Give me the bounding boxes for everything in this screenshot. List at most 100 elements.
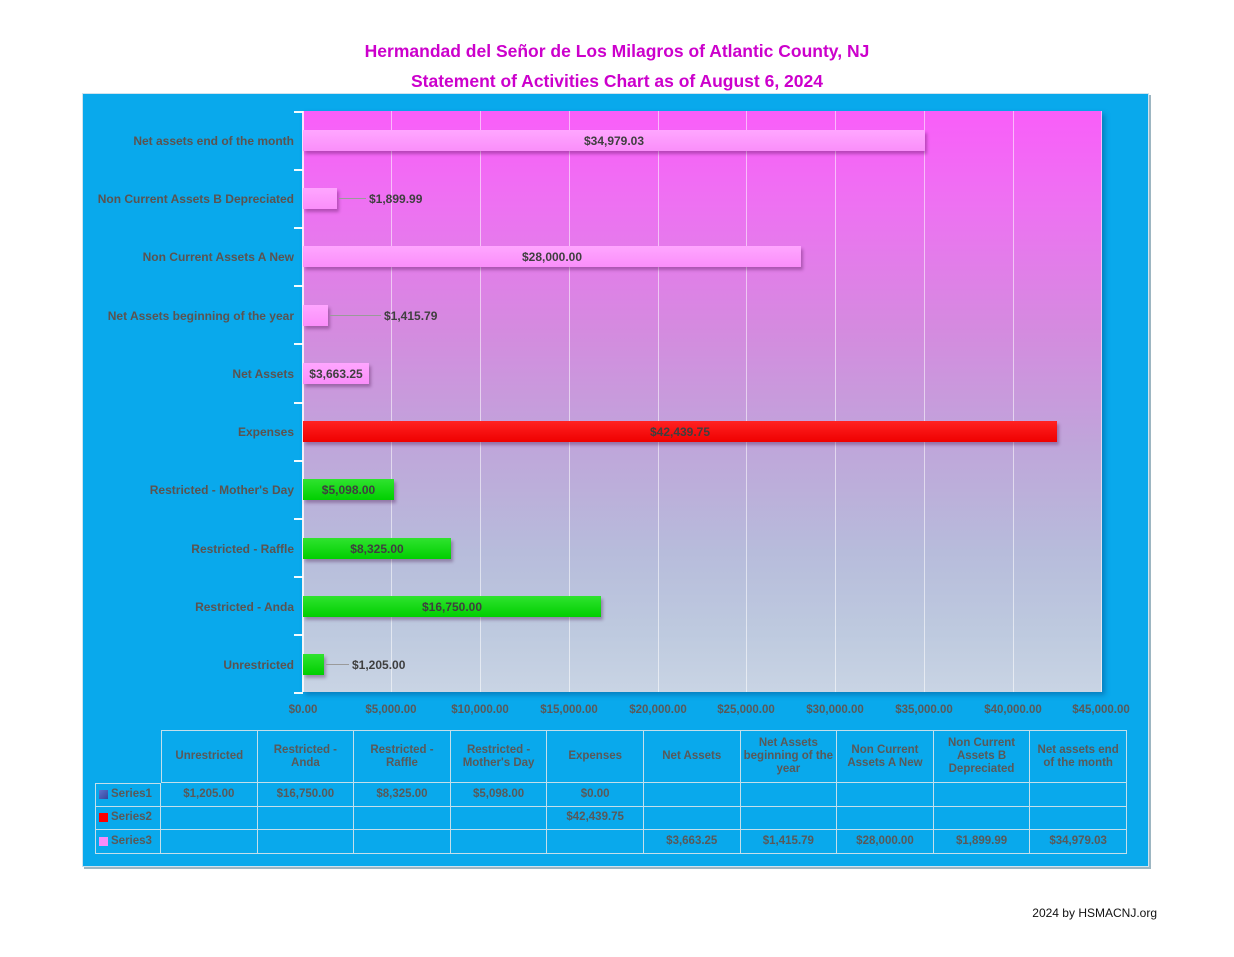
bar-value-label: $1,899.99 — [369, 192, 423, 206]
table-cell: $8,325.00 — [354, 783, 451, 807]
axis-tick — [294, 634, 303, 636]
table-header: Net Assets — [643, 730, 741, 783]
table-cell — [257, 830, 355, 854]
table-cell: $42,439.75 — [547, 806, 644, 830]
table-cell — [933, 783, 1031, 807]
table-header: Net assets end of the month — [1030, 730, 1127, 783]
category-label: Unrestricted — [223, 658, 294, 672]
axis-tick — [294, 285, 303, 287]
bar-value-label: $42,439.75 — [649, 424, 711, 439]
table-cell — [837, 806, 934, 830]
table-cell — [161, 830, 258, 854]
table-cell — [643, 806, 741, 830]
x-tick-label: $30,000.00 — [806, 704, 864, 716]
category-label: Net Assets — [232, 367, 294, 381]
category-label: Net Assets beginning of the year — [107, 309, 294, 323]
axis-tick — [294, 692, 303, 694]
legend-series2: Series2 — [95, 806, 161, 830]
axis-tick — [294, 576, 303, 578]
gridline-30000 — [835, 111, 836, 692]
axis-tick — [294, 402, 303, 404]
series2-key-icon — [99, 813, 108, 823]
table-cell — [354, 830, 451, 854]
table-cell: $28,000.00 — [837, 830, 934, 854]
table-cell — [1030, 783, 1127, 807]
x-tick-label: $25,000.00 — [717, 704, 775, 716]
legend-series3: Series3 — [95, 830, 161, 854]
series3-label: Series3 — [111, 834, 152, 847]
axis-tick — [294, 460, 303, 462]
bar-value-label: $3,663.25 — [309, 366, 363, 381]
table-cell: $1,415.79 — [740, 830, 838, 854]
bar-non-current-assets-a: $28,000.00 — [303, 246, 801, 267]
table-header: Unrestricted — [161, 730, 258, 783]
gridline-25000 — [746, 111, 747, 692]
leader-line — [330, 315, 381, 316]
bar-net-assets: $3,663.25 — [303, 363, 369, 384]
bar-unrestricted — [303, 654, 324, 675]
bar-value-label: $16,750.00 — [421, 599, 483, 614]
table-header: Non Current Assets A New — [837, 730, 934, 783]
bar-value-label: $8,325.00 — [350, 541, 404, 556]
table-cell — [450, 830, 548, 854]
bar-value-label: $5,098.00 — [321, 482, 376, 497]
x-tick-label: $10,000.00 — [451, 704, 509, 716]
x-tick-label: $40,000.00 — [984, 704, 1042, 716]
gridline-40000 — [1013, 111, 1014, 692]
category-label: Non Current Assets B Depreciated — [97, 192, 294, 206]
x-tick-label: $15,000.00 — [540, 704, 598, 716]
table-cell: $16,750.00 — [257, 783, 355, 807]
legend-series1: Series1 — [95, 783, 161, 807]
gridline-15000 — [569, 111, 570, 692]
table-header: Non Current Assets B Depreciated — [933, 730, 1031, 783]
chart-title: Hermandad del Señor de Los Milagros of A… — [0, 36, 1234, 96]
table-cell — [837, 783, 934, 807]
x-tick-label: $45,000.00 — [1072, 704, 1130, 716]
data-table: Unrestricted Restricted - Anda Restricte… — [95, 730, 1127, 854]
table-cell — [547, 830, 644, 854]
chart-title-line1: Hermandad del Señor de Los Milagros of A… — [364, 41, 870, 61]
gridline-45000 — [1101, 111, 1102, 692]
category-label: Non Current Assets A New — [142, 250, 294, 264]
table-cell — [1030, 806, 1127, 830]
bar-value-label: $28,000.00 — [521, 249, 583, 264]
category-label: Expenses — [237, 425, 294, 439]
gridline-20000 — [658, 111, 659, 692]
table-cell — [740, 783, 838, 807]
bar-net-assets-end-of-month: $34,979.03 — [303, 130, 925, 151]
table-header: Expenses — [547, 730, 644, 783]
table-header: Restricted - Mother's Day — [450, 730, 548, 783]
bar-restricted-anda: $16,750.00 — [303, 596, 601, 617]
gridline-35000 — [924, 111, 925, 692]
table-cell — [933, 806, 1031, 830]
bar-restricted-raffle: $8,325.00 — [303, 538, 451, 559]
bar-net-assets-beginning — [303, 305, 328, 326]
bar-value-label: $1,415.79 — [384, 309, 438, 323]
table-header: Restricted - Raffle — [354, 730, 451, 783]
bar-value-label: $1,205.00 — [352, 658, 406, 672]
table-cell — [354, 806, 451, 830]
table-cell — [161, 806, 258, 830]
leader-line — [339, 198, 366, 199]
axis-tick — [294, 169, 303, 171]
table-cell — [643, 783, 741, 807]
table-cell — [740, 806, 838, 830]
gridline-5000 — [391, 111, 392, 692]
axis-tick — [294, 518, 303, 520]
chart-panel: Net assets end of the month Non Current … — [82, 93, 1149, 867]
table-cell — [450, 806, 548, 830]
category-label: Restricted - Anda — [195, 600, 294, 614]
x-tick-label: $0.00 — [288, 704, 318, 716]
category-axis-line — [302, 111, 304, 692]
x-tick-label: $20,000.00 — [629, 704, 687, 716]
leader-line — [326, 664, 349, 665]
bar-expenses: $42,439.75 — [303, 421, 1057, 442]
chart-title-line2: Statement of Activities Chart as of Augu… — [410, 71, 823, 91]
table-cell: $1,899.99 — [933, 830, 1031, 854]
table-cell: $5,098.00 — [450, 783, 548, 807]
table-cell: $3,663.25 — [643, 830, 741, 854]
axis-tick — [294, 227, 303, 229]
axis-tick — [294, 111, 303, 113]
table-cell: $1,205.00 — [161, 783, 258, 807]
